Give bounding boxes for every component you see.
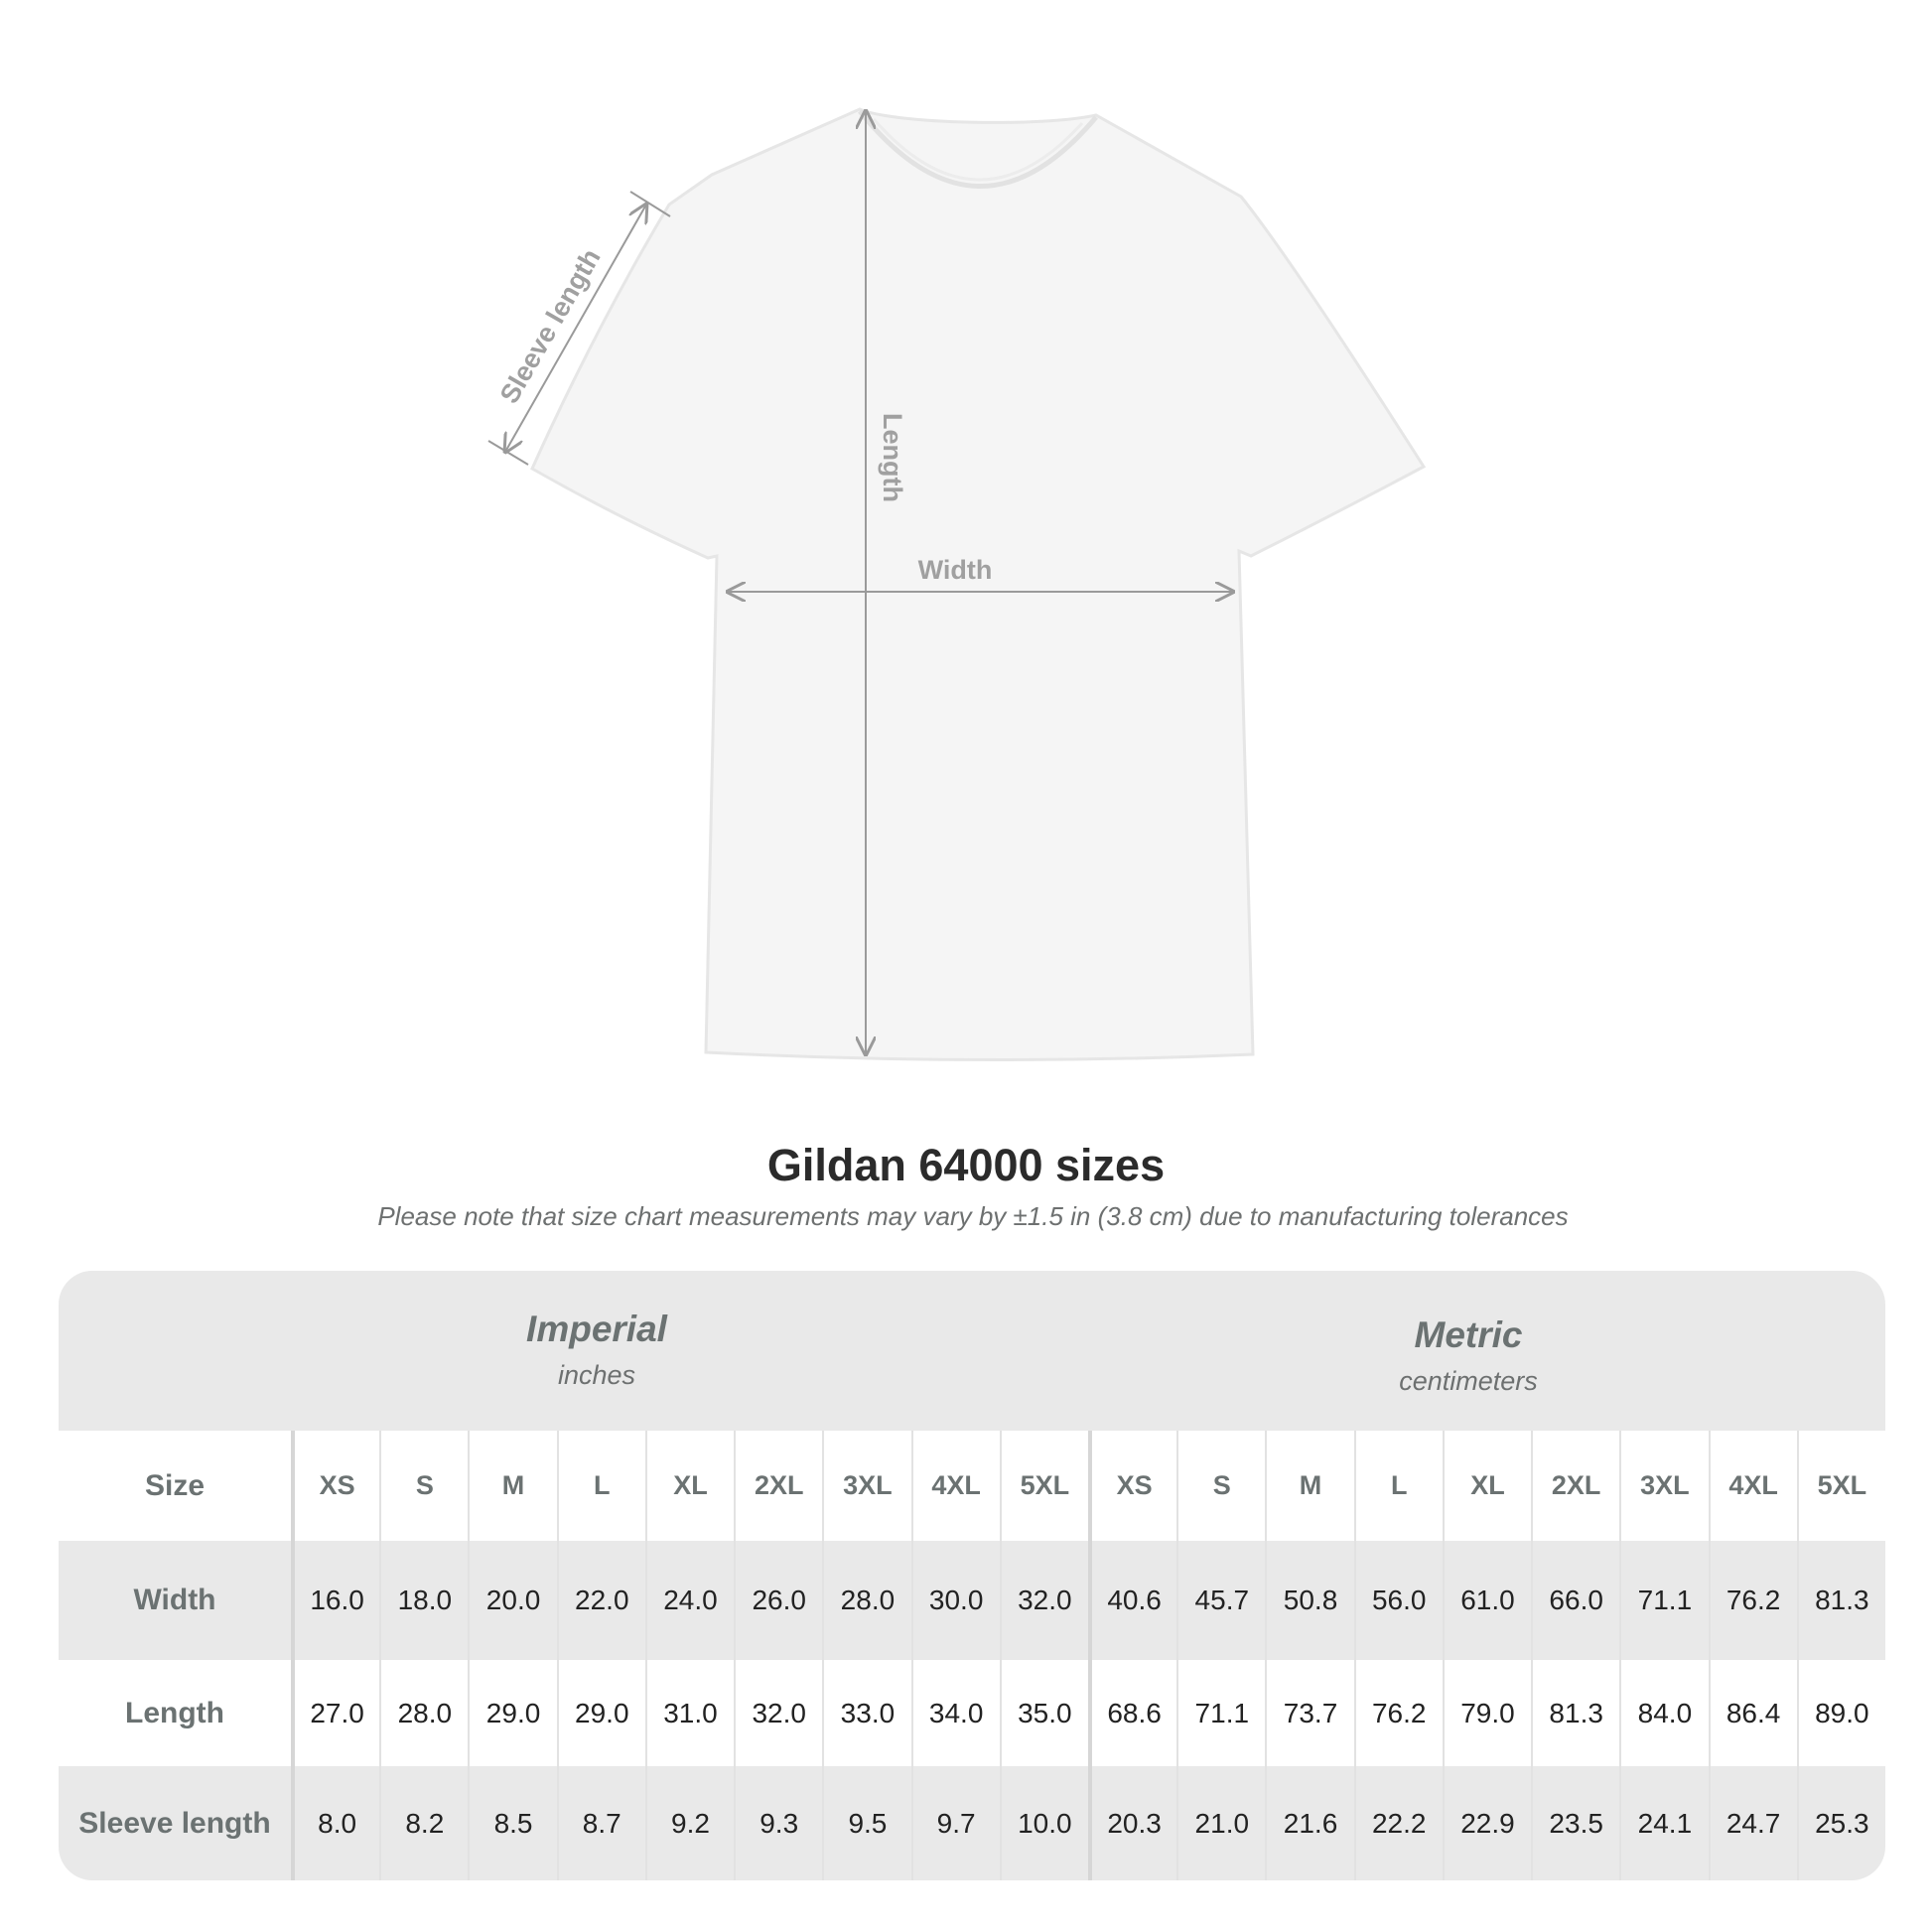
metric-value-cell: 40.6 (1087, 1541, 1176, 1660)
page-title: Gildan 64000 sizes (766, 1140, 1166, 1190)
imperial-value-cell: 8.2 (379, 1766, 468, 1880)
metric-value-cell: 79.0 (1442, 1660, 1531, 1766)
metric-value-cell: 81.3 (1531, 1660, 1619, 1766)
metric-size-header: 5XL (1796, 1431, 1885, 1541)
imperial-value-cell: 29.0 (468, 1660, 556, 1766)
metric-value-cell: 25.3 (1796, 1766, 1885, 1880)
imperial-value-cell: 31.0 (644, 1660, 734, 1766)
metric-value-cell: 71.1 (1176, 1660, 1265, 1766)
metric-size-header: XS (1087, 1431, 1176, 1541)
metric-size-header: L (1353, 1431, 1443, 1541)
imperial-header: Imperial inches (299, 1309, 895, 1391)
metric-size-header: 4XL (1708, 1431, 1797, 1541)
imperial-value-cell: 20.0 (468, 1541, 556, 1660)
metric-value-cell: 50.8 (1265, 1541, 1353, 1660)
size-table: Imperial inches Metric centimeters Size X… (59, 1271, 1885, 1880)
metric-value-cell: 71.1 (1619, 1541, 1708, 1660)
metric-value-cell: 76.2 (1353, 1660, 1443, 1766)
imperial-size-header: XS (291, 1431, 379, 1541)
metric-value-cell: 84.0 (1619, 1660, 1708, 1766)
metric-value-cell: 61.0 (1442, 1541, 1531, 1660)
metric-value-cell: 24.1 (1619, 1766, 1708, 1880)
collar (858, 109, 1098, 189)
metric-value-cell: 86.4 (1708, 1660, 1797, 1766)
imperial-value-cell: 8.7 (556, 1766, 645, 1880)
imperial-value-cell: 32.0 (734, 1660, 822, 1766)
imperial-value-cell: 9.7 (910, 1766, 1000, 1880)
row-label: Length (125, 1696, 224, 1729)
imperial-value-cell: 16.0 (291, 1541, 379, 1660)
imperial-value-cell: 33.0 (822, 1660, 910, 1766)
imperial-size-header: 2XL (734, 1431, 822, 1541)
imperial-size-header: 3XL (822, 1431, 910, 1541)
imperial-value-cell: 9.2 (644, 1766, 734, 1880)
imperial-value-cell: 32.0 (999, 1541, 1088, 1660)
imperial-value-cell: 28.0 (379, 1660, 468, 1766)
width-label: Width (918, 555, 993, 585)
metric-value-cell: 24.7 (1708, 1766, 1797, 1880)
metric-size-header: XL (1442, 1431, 1531, 1541)
imperial-value-cell: 10.0 (999, 1766, 1088, 1880)
metric-value-cell: 20.3 (1087, 1766, 1176, 1880)
imperial-size-header: XL (644, 1431, 734, 1541)
metric-value-cell: 21.6 (1265, 1766, 1353, 1880)
metric-value-cell: 22.9 (1442, 1766, 1531, 1880)
imperial-value-cell: 29.0 (556, 1660, 645, 1766)
metric-unit: centimeters (1399, 1366, 1538, 1396)
imperial-unit: inches (557, 1360, 636, 1390)
imperial-value-cell: 34.0 (910, 1660, 1000, 1766)
imperial-size-header: M (468, 1431, 556, 1541)
imperial-value-cell: 18.0 (379, 1541, 468, 1660)
metric-size-header: 2XL (1531, 1431, 1619, 1541)
imperial-value-cell: 28.0 (822, 1541, 910, 1660)
metric-value-cell: 22.2 (1353, 1766, 1443, 1880)
imperial-value-cell: 9.3 (734, 1766, 822, 1880)
table-row: Sleeve length 8.0 8.2 8.5 8.7 9.2 9.3 9.5 9.7 10.… (59, 1766, 1885, 1880)
metric-value-cell: 68.6 (1087, 1660, 1176, 1766)
length-label: Length (878, 413, 907, 502)
metric-value-cell: 21.0 (1176, 1766, 1265, 1880)
metric-value-cell: 23.5 (1531, 1766, 1619, 1880)
sleeve-arrow (505, 205, 646, 452)
imperial-value-cell: 27.0 (291, 1660, 379, 1766)
imperial-value-cell: 22.0 (556, 1541, 645, 1660)
metric-value-cell: 76.2 (1708, 1541, 1797, 1660)
metric-value-cell: 89.0 (1796, 1660, 1885, 1766)
row-label: Sleeve length (78, 1806, 271, 1840)
imperial-value-cell: 26.0 (734, 1541, 822, 1660)
metric-value-cell: 81.3 (1796, 1541, 1885, 1660)
metric-value-cell: 66.0 (1531, 1541, 1619, 1660)
metric-size-header: S (1176, 1431, 1265, 1541)
metric-header: Metric centimeters (1171, 1314, 1766, 1397)
tolerance-note: Please note that size chart measurements… (377, 1201, 1569, 1231)
imperial-size-header: S (379, 1431, 468, 1541)
table-row: Width 16.0 18.0 20.0 22.0 24.0 26.0 28.0 30.0 32.… (59, 1541, 1885, 1660)
imperial-size-header: 5XL (999, 1431, 1088, 1541)
imperial-value-cell: 9.5 (822, 1766, 910, 1880)
metric-size-header: M (1265, 1431, 1353, 1541)
size-row: Size XS S M L XL 2XL 3XL 4XL 5XL XS S M L XL 2XL 3XL 4XL 5… (59, 1431, 1885, 1541)
metric-value-cell: 56.0 (1353, 1541, 1443, 1660)
table-row: Length 27.0 28.0 29.0 29.0 31.0 32.0 33.0 34.0 35… (59, 1660, 1885, 1766)
metric-size-header: 3XL (1619, 1431, 1708, 1541)
metric-title: Metric (1414, 1314, 1523, 1355)
metric-value-cell: 45.7 (1176, 1541, 1265, 1660)
imperial-value-cell: 24.0 (644, 1541, 734, 1660)
imperial-value-cell: 8.5 (468, 1766, 556, 1880)
size-label: Size (144, 1468, 206, 1502)
imperial-size-header: 4XL (910, 1431, 1000, 1541)
imperial-title: Imperial (526, 1309, 667, 1349)
imperial-value-cell: 30.0 (910, 1541, 1000, 1660)
row-label: Width (133, 1584, 216, 1616)
imperial-value-cell: 35.0 (999, 1660, 1088, 1766)
tshirt-diagram: Length Width Sleeve length (487, 107, 1427, 1062)
metric-value-cell: 73.7 (1265, 1660, 1353, 1766)
imperial-value-cell: 8.0 (291, 1766, 379, 1880)
imperial-size-header: L (556, 1431, 645, 1541)
